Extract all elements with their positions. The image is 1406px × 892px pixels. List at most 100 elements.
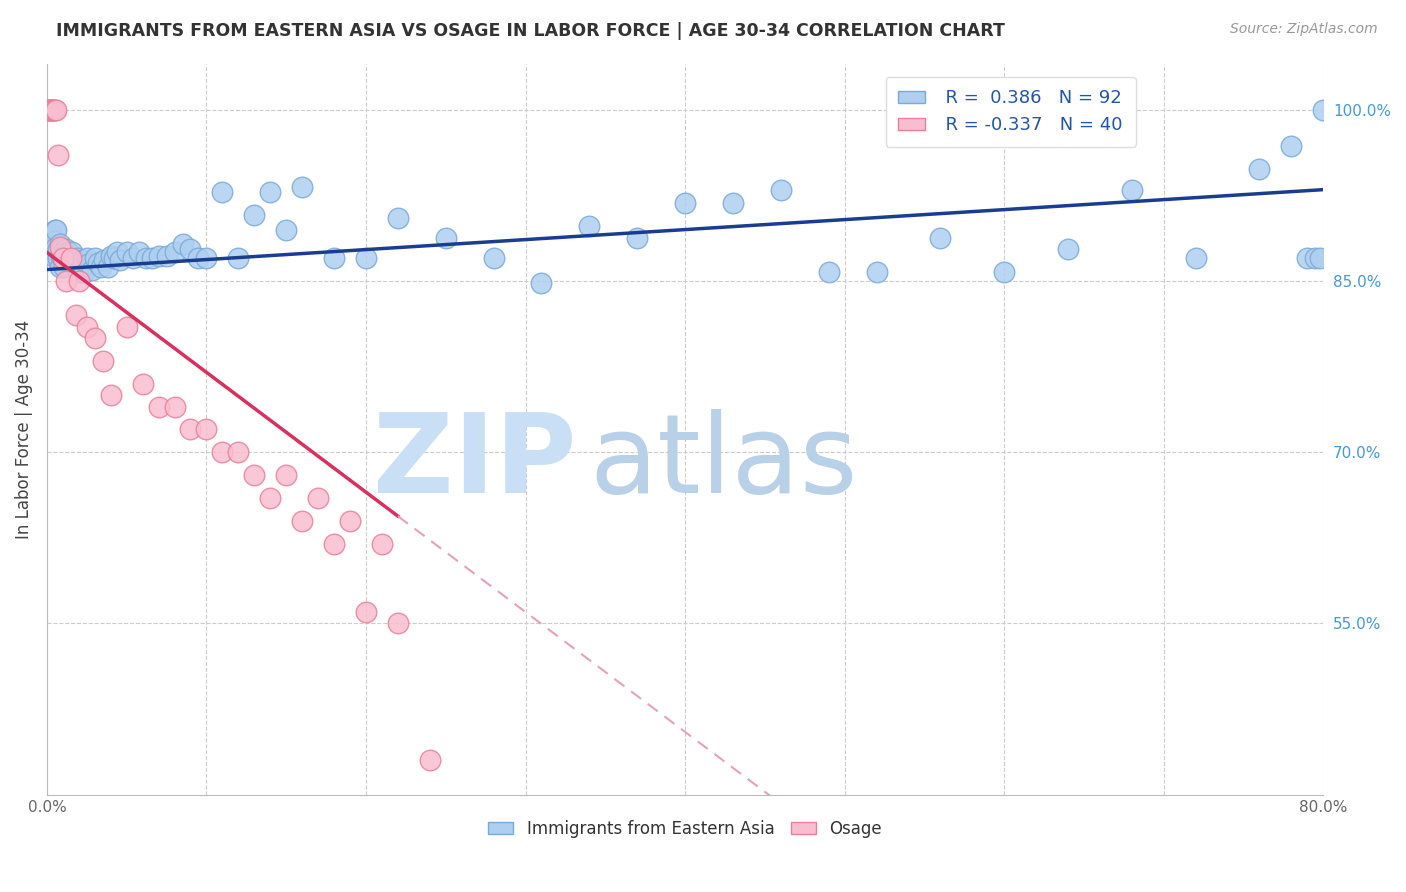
Point (41, 103, 63, 117)
Point (46, 148, 69, 162)
Point (55, 274, 77, 288)
Point (59, 251, 82, 265)
Point (83, 251, 105, 265)
Point (39, 240, 62, 254)
Point (100, 249, 122, 263)
Point (80, 262, 103, 277)
Point (96, 260, 118, 275)
Point (37, 245, 59, 260)
Point (482, 251, 505, 265)
Y-axis label: In Labor Force | Age 30-34: In Labor Force | Age 30-34 (15, 319, 32, 539)
Point (42, 249, 65, 263)
Point (135, 251, 157, 265)
Point (769, 183, 792, 197)
Point (323, 251, 346, 265)
Point (530, 277, 553, 291)
Point (110, 253, 132, 268)
Point (41, 228, 63, 243)
Point (87, 256, 110, 270)
Point (673, 196, 696, 211)
Point (52, 253, 75, 268)
Point (48, 240, 70, 254)
Point (122, 251, 145, 265)
Text: IMMIGRANTS FROM EASTERN ASIA VS OSAGE IN LABOR FORCE | AGE 30-34 CORRELATION CHA: IMMIGRANTS FROM EASTERN ASIA VS OSAGE IN… (56, 22, 1005, 40)
Point (45, 240, 67, 254)
Point (51, 242, 73, 256)
Point (37, 103, 59, 117)
Point (105, 245, 128, 260)
Point (48, 260, 70, 275)
Point (993, 265, 1015, 279)
Point (53, 260, 76, 275)
Point (70, 253, 93, 268)
Point (65, 308, 87, 322)
Point (291, 180, 314, 194)
Point (115, 319, 138, 334)
Point (817, 265, 839, 279)
Point (228, 445, 250, 459)
Point (211, 185, 233, 199)
Point (1184, 251, 1206, 265)
Point (354, 605, 377, 619)
Point (307, 491, 329, 505)
Point (929, 230, 952, 244)
Point (276, 468, 298, 483)
Point (37, 103, 59, 117)
Point (53, 249, 76, 263)
Point (1279, 139, 1302, 153)
Point (276, 222, 298, 236)
Point (1249, 162, 1271, 177)
Point (42, 103, 65, 117)
Point (259, 185, 281, 199)
Point (46, 251, 69, 265)
Point (42, 103, 65, 117)
Point (63, 253, 86, 268)
Point (46, 242, 69, 256)
Point (1303, 251, 1326, 265)
Point (59, 251, 82, 265)
Point (128, 245, 150, 260)
Point (1296, 251, 1319, 265)
Point (39, 103, 62, 117)
Point (41, 242, 63, 256)
Point (323, 536, 346, 550)
Point (76, 251, 98, 265)
Point (721, 196, 744, 211)
Point (45, 103, 67, 117)
Text: atlas: atlas (589, 409, 858, 516)
Point (243, 208, 266, 222)
Point (44, 103, 66, 117)
Point (195, 422, 218, 436)
Point (67, 265, 90, 279)
Point (66, 251, 89, 265)
Point (39, 103, 62, 117)
Point (339, 514, 361, 528)
Point (69, 260, 91, 275)
Point (45, 222, 67, 236)
Point (131, 376, 153, 391)
Point (93, 253, 115, 268)
Point (83, 331, 105, 345)
Point (163, 245, 186, 260)
Point (228, 251, 250, 265)
Point (51, 249, 73, 263)
Point (141, 251, 163, 265)
Point (354, 251, 377, 265)
Point (42, 234, 65, 248)
Point (172, 237, 194, 252)
Point (148, 400, 170, 414)
Point (243, 468, 266, 483)
Point (65, 260, 87, 275)
Point (55, 242, 77, 256)
Point (387, 211, 409, 226)
Point (77, 257, 100, 271)
Text: Source: ZipAtlas.com: Source: ZipAtlas.com (1230, 22, 1378, 37)
Point (67, 274, 90, 288)
Point (62, 245, 84, 260)
Point (44, 222, 66, 236)
Point (41, 103, 63, 117)
Legend: Immigrants from Eastern Asia, Osage: Immigrants from Eastern Asia, Osage (482, 814, 889, 845)
Point (58, 251, 80, 265)
Point (1121, 183, 1143, 197)
Point (91, 354, 114, 368)
